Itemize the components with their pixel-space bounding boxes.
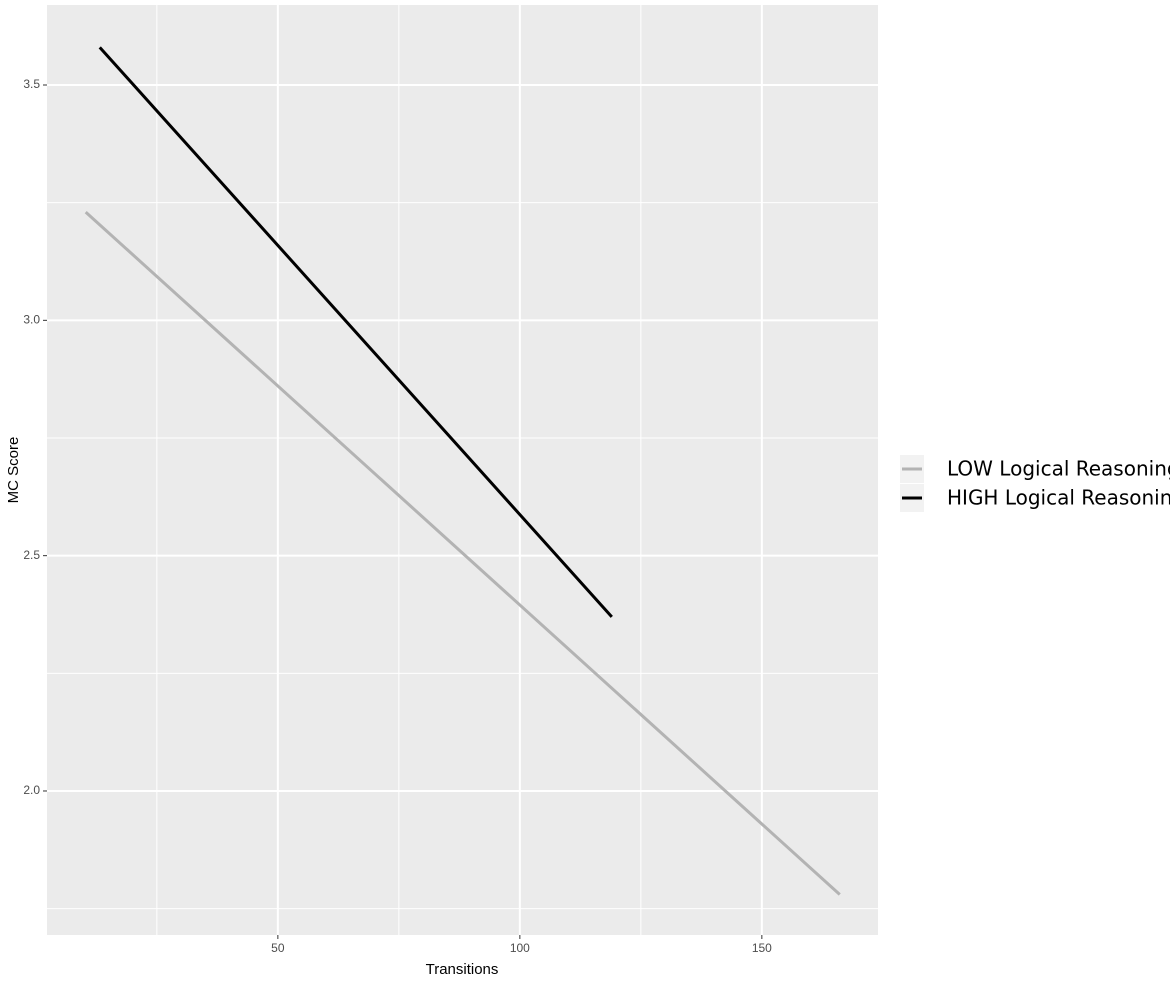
y-axis-label: MC Score: [5, 437, 22, 504]
panel: [47, 5, 878, 935]
y-tick-label: 3.0: [23, 313, 40, 327]
x-tick-label: 50: [271, 941, 285, 955]
legend-label: HIGH Logical Reasoning: [947, 486, 1170, 510]
x-tick-label: 150: [752, 941, 772, 955]
y-tick-label: 3.5: [23, 77, 40, 91]
series-line: [98, 46, 613, 618]
series-line: [84, 210, 841, 896]
y-tick-label: 2.0: [23, 783, 40, 797]
y-tick-label: 2.5: [23, 548, 40, 562]
grid: [47, 5, 878, 935]
x-tick-label: 100: [510, 941, 530, 955]
x-axis-label: Transitions: [426, 961, 499, 978]
legend-label: LOW Logical Reasoning: [947, 457, 1170, 481]
